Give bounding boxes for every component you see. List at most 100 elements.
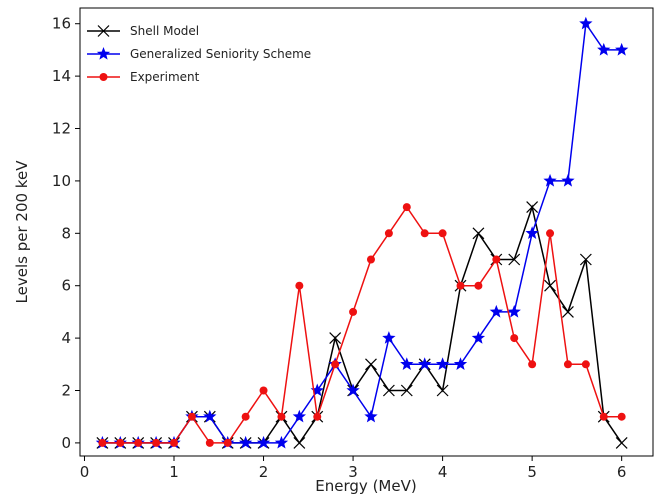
legend: Shell Model Generalized Seniority Scheme E… <box>87 24 311 84</box>
star-marker <box>471 331 486 344</box>
circle-marker <box>223 438 232 447</box>
circle-marker <box>510 334 519 343</box>
plot-area <box>79 7 654 457</box>
star-marker <box>364 409 378 423</box>
x-tick-label: 0 <box>80 463 90 481</box>
circle-marker <box>313 412 322 421</box>
x-marker <box>400 384 413 397</box>
star-marker <box>435 357 450 370</box>
star-marker <box>256 435 271 449</box>
x-marker <box>382 384 395 397</box>
x-marker <box>365 358 377 371</box>
star-marker <box>453 357 468 370</box>
circle-marker <box>384 229 393 238</box>
x-marker <box>436 384 449 397</box>
legend-label: Experiment <box>130 70 200 84</box>
star-marker <box>400 357 414 370</box>
y-tick-label: 10 <box>52 172 71 190</box>
x-axis-ticks: 0 1 2 3 4 5 6 <box>80 456 627 481</box>
circle-marker <box>187 412 196 421</box>
star-marker <box>543 173 557 187</box>
series-line <box>102 205 622 444</box>
circle-marker <box>205 438 214 447</box>
circle-marker <box>581 360 590 369</box>
x-tick-label: 4 <box>438 463 448 481</box>
x-tick-label: 5 <box>527 463 537 481</box>
star-marker <box>292 409 307 423</box>
y-tick-label: 4 <box>61 329 71 347</box>
y-tick-label: 16 <box>52 15 71 33</box>
circle-marker <box>617 412 626 421</box>
circle-marker <box>366 255 375 264</box>
circle-marker <box>492 255 501 264</box>
x-marker <box>329 332 342 345</box>
legend-item: Generalized Seniority Scheme <box>87 47 311 61</box>
x-marker <box>615 436 628 449</box>
circle-marker <box>116 438 125 447</box>
y-tick-label: 14 <box>52 67 71 85</box>
x-marker <box>526 201 539 214</box>
legend-item: Experiment <box>87 70 200 84</box>
x-marker <box>544 279 556 292</box>
y-tick-label: 2 <box>61 382 71 400</box>
y-axis-ticks: 0 2 4 6 8 10 12 14 16 <box>52 15 80 452</box>
star-marker <box>561 173 575 187</box>
star-marker <box>489 304 503 318</box>
legend-item: Shell Model <box>87 24 199 38</box>
star-marker <box>597 42 611 56</box>
x-tick-label: 1 <box>169 463 179 481</box>
star-marker <box>274 435 289 449</box>
circle-marker <box>546 229 555 238</box>
star-marker <box>525 226 539 239</box>
circle-marker <box>438 229 447 238</box>
x-marker <box>97 25 110 37</box>
x-marker <box>508 253 521 266</box>
circle-marker <box>99 73 108 81</box>
circle-marker <box>98 438 107 447</box>
circle-marker <box>295 281 304 290</box>
x-marker <box>293 436 306 449</box>
circle-marker <box>528 360 537 369</box>
star-marker <box>579 16 593 30</box>
circle-marker <box>134 438 143 447</box>
x-tick-label: 6 <box>617 463 627 481</box>
star-marker <box>238 435 253 449</box>
circle-marker <box>456 281 465 290</box>
circle-marker <box>152 438 161 447</box>
star-marker <box>96 47 111 60</box>
series-2 <box>98 203 626 447</box>
star-marker <box>615 42 629 56</box>
circle-marker <box>170 438 179 447</box>
legend-label: Shell Model <box>130 24 199 38</box>
circle-marker <box>474 281 483 290</box>
circle-marker <box>599 412 608 421</box>
y-tick-label: 6 <box>61 277 71 295</box>
y-tick-label: 0 <box>61 434 71 452</box>
star-marker <box>418 357 432 370</box>
series-layer <box>95 16 629 449</box>
circle-marker <box>563 360 572 369</box>
x-marker <box>472 227 485 240</box>
x-marker <box>579 253 592 266</box>
x-axis-label: Energy (MeV) <box>315 477 416 495</box>
star-marker <box>310 383 324 397</box>
x-tick-label: 3 <box>348 463 358 481</box>
star-marker <box>507 304 521 318</box>
star-marker <box>203 409 217 423</box>
circle-marker <box>420 229 429 238</box>
y-tick-label: 8 <box>61 224 71 242</box>
legend-label: Generalized Seniority Scheme <box>130 47 311 61</box>
y-axis-label: Levels per 200 keV <box>13 160 31 304</box>
x-tick-label: 2 <box>259 463 269 481</box>
star-marker <box>346 383 360 397</box>
circle-marker <box>331 360 340 369</box>
x-marker <box>562 305 574 318</box>
circle-marker <box>349 307 358 316</box>
circle-marker <box>259 386 268 395</box>
circle-marker <box>241 412 250 421</box>
star-marker <box>382 331 396 344</box>
circle-marker <box>402 203 411 212</box>
y-tick-label: 12 <box>52 120 71 138</box>
circle-marker <box>277 412 286 421</box>
